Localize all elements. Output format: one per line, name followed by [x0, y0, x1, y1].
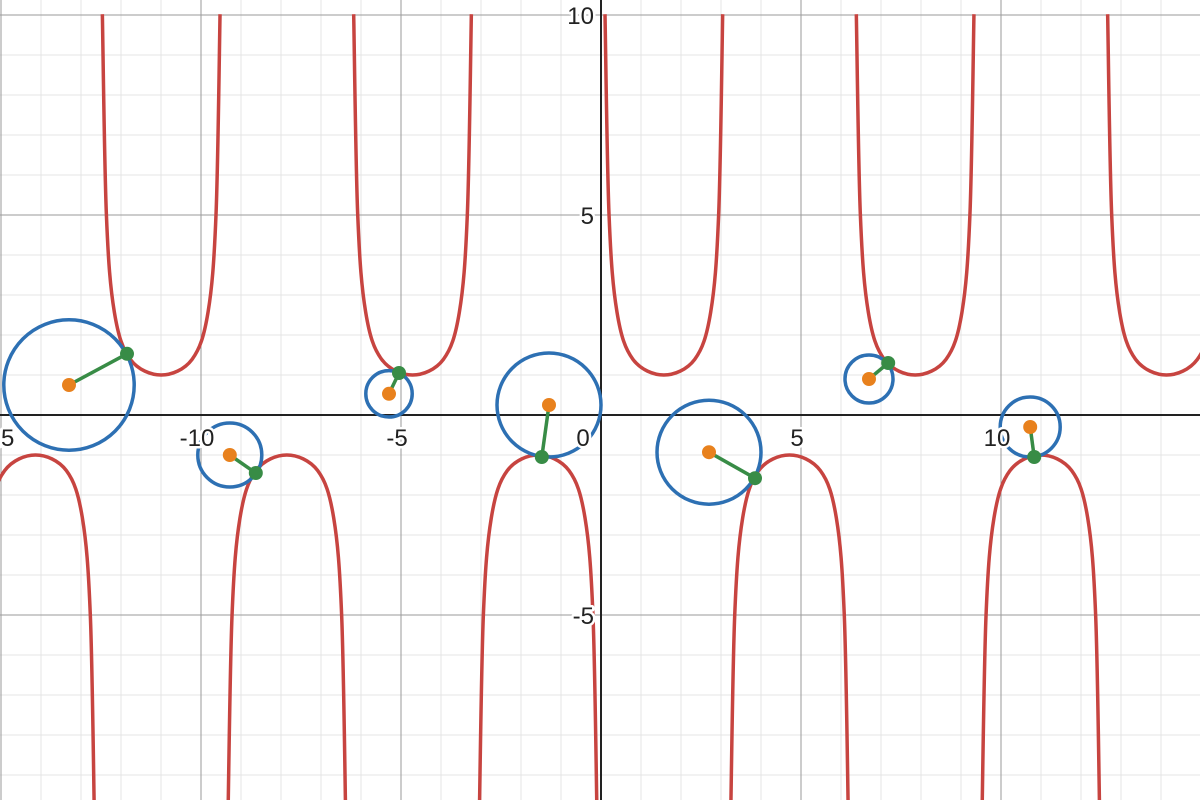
x-tick-label: -15 — [0, 425, 14, 452]
nearest-point — [534, 450, 549, 464]
distance-segment — [540, 404, 551, 458]
nearest-point — [120, 346, 134, 361]
labels: -15 -10 -5 0 5 10 -5 5 10 — [0, 1, 1013, 633]
plot — [0, 14, 1200, 800]
y-tick-label: -5 — [573, 603, 594, 630]
circle — [364, 368, 414, 419]
nearest-point — [248, 466, 263, 480]
circle — [196, 421, 264, 489]
center-point — [382, 386, 396, 401]
distance-segment — [708, 450, 756, 480]
x-tick-label: 5 — [790, 425, 803, 452]
x-tick-label: -10 — [180, 425, 215, 452]
nearest-point — [1027, 450, 1042, 464]
x-tick-label: -5 — [386, 425, 407, 452]
x-tick-label: 0 — [576, 425, 589, 452]
distance-segment — [68, 352, 128, 387]
circle — [655, 398, 763, 506]
center-point — [62, 378, 76, 392]
center-point — [862, 372, 876, 386]
center-point — [702, 445, 716, 460]
center-point — [542, 398, 556, 412]
nearest-point — [748, 471, 762, 486]
circle — [2, 318, 136, 452]
center-point — [1023, 420, 1038, 434]
circle — [843, 353, 895, 405]
center-point — [222, 448, 237, 462]
nearest-point — [392, 366, 406, 380]
circle — [495, 351, 603, 459]
y-tick-label: 10 — [567, 3, 594, 30]
nearest-point — [881, 356, 896, 370]
y-tick-label: 5 — [581, 203, 594, 230]
x-tick-label: 10 — [984, 425, 1011, 452]
